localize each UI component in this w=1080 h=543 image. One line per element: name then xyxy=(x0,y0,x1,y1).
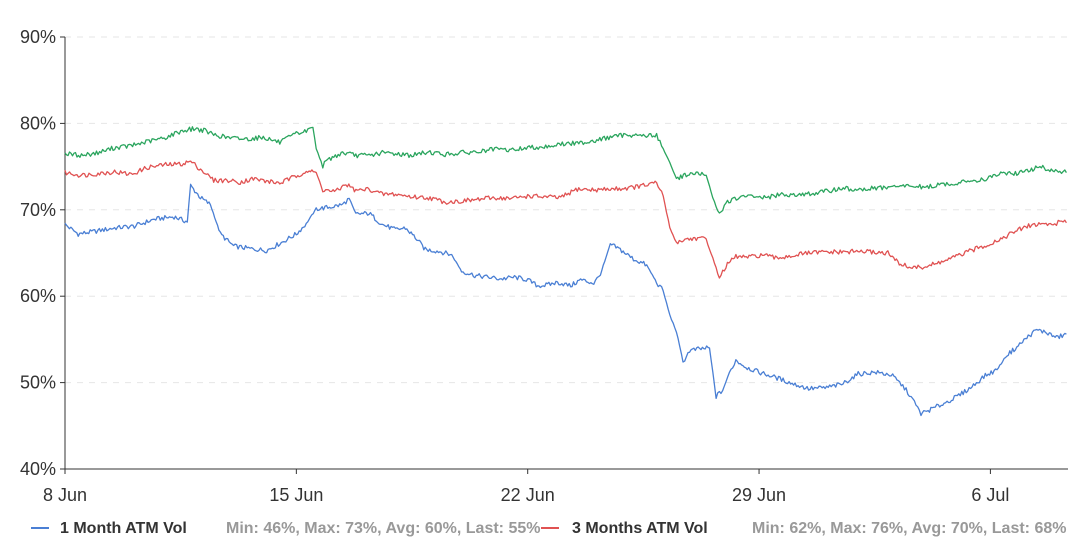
legend-series-name: 1 Month ATM Vol xyxy=(60,520,187,537)
legend-series-stats: Min: 62%, Max: 76%, Avg: 70%, Last: 68% xyxy=(752,520,1066,537)
legend[interactable]: 1 Month ATM Vol Min: 46%, Max: 73%, Avg: … xyxy=(31,520,1066,537)
series-line-3 xyxy=(64,126,1067,214)
x-tick-label: 6 Jul xyxy=(971,485,1009,505)
x-tick-label: 29 Jun xyxy=(732,485,786,505)
x-tick-label: 15 Jun xyxy=(269,485,323,505)
series-line-2 xyxy=(64,160,1067,279)
legend-series-stats: Min: 46%, Max: 73%, Avg: 60%, Last: 55% xyxy=(226,520,540,537)
y-axis-labels: 40% 50% 60% 70% 80% 90% xyxy=(20,27,56,479)
legend-item-1[interactable]: 1 Month ATM Vol Min: 46%, Max: 73%, Avg: … xyxy=(31,520,540,537)
y-tick-label: 60% xyxy=(20,286,56,306)
x-tick-label: 8 Jun xyxy=(43,485,87,505)
y-tick-label: 50% xyxy=(20,373,56,393)
legend-item-2[interactable]: 3 Months ATM Vol Min: 62%, Max: 76%, Avg:… xyxy=(541,520,1066,537)
y-tick-label: 90% xyxy=(20,27,56,47)
series-lines xyxy=(64,126,1067,417)
y-tick-label: 70% xyxy=(20,200,56,220)
legend-series-name: 3 Months ATM Vol xyxy=(572,520,708,537)
x-axis-labels: 8 Jun 15 Jun 22 Jun 29 Jun 6 Jul xyxy=(43,485,1009,505)
axes xyxy=(60,36,1068,474)
grid-lines xyxy=(65,36,1068,384)
y-tick-label: 80% xyxy=(20,113,56,133)
y-tick-label: 40% xyxy=(20,459,56,479)
x-tick-label: 22 Jun xyxy=(501,485,555,505)
series-line-1 xyxy=(64,183,1067,417)
